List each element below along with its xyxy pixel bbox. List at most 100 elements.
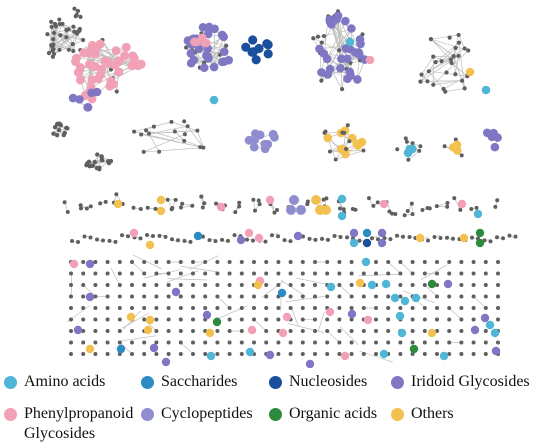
network-node xyxy=(166,317,171,322)
network-node xyxy=(361,329,366,333)
network-node xyxy=(145,315,155,325)
network-node xyxy=(313,283,317,287)
network-node xyxy=(69,294,73,299)
network-node xyxy=(319,78,324,83)
network-node xyxy=(178,283,183,287)
network-node xyxy=(386,329,391,333)
network-node xyxy=(471,352,476,356)
legend-item-iridoid-glycosides: Iridoid Glycosides xyxy=(391,372,530,392)
network-node xyxy=(129,228,139,238)
network-node xyxy=(337,194,347,204)
network-node xyxy=(374,340,378,345)
network-node xyxy=(254,43,264,54)
network-node xyxy=(483,329,488,333)
network-node xyxy=(403,136,408,141)
network-node xyxy=(447,340,452,345)
network-node xyxy=(121,42,131,52)
network-node xyxy=(92,159,98,165)
network-node xyxy=(398,294,403,299)
network-edge xyxy=(171,121,198,131)
network-node xyxy=(473,209,483,219)
network-node xyxy=(272,210,277,215)
network-node xyxy=(465,67,475,77)
network-node xyxy=(55,121,60,126)
network-node xyxy=(386,294,391,299)
legend-label: Organic acids xyxy=(289,405,378,422)
network-node xyxy=(142,260,147,264)
network-node xyxy=(251,55,261,65)
network-node xyxy=(130,340,134,345)
network-edge xyxy=(421,56,434,75)
network-node xyxy=(79,48,89,58)
network-node xyxy=(459,306,464,310)
network-node xyxy=(128,51,138,61)
network-node xyxy=(288,260,293,264)
network-node xyxy=(71,48,76,54)
network-node xyxy=(449,60,454,66)
network-node xyxy=(126,312,136,322)
network-node xyxy=(264,260,269,264)
network-node xyxy=(390,293,400,303)
network-node xyxy=(252,317,256,322)
network-node xyxy=(239,317,244,322)
network-node xyxy=(88,204,93,209)
network-node xyxy=(340,130,345,135)
network-node xyxy=(422,283,427,287)
network-node xyxy=(410,271,415,276)
network-node xyxy=(92,87,102,97)
network-node xyxy=(99,154,104,159)
network-node xyxy=(469,207,474,212)
network-node xyxy=(117,340,122,345)
network-node xyxy=(466,48,471,53)
network-node xyxy=(483,260,488,264)
network-node xyxy=(237,204,242,209)
network-node xyxy=(277,288,287,298)
network-node xyxy=(49,19,54,24)
network-node xyxy=(131,205,136,210)
network-node xyxy=(252,294,256,299)
network-node xyxy=(56,127,62,133)
network-node xyxy=(474,205,479,210)
network-node xyxy=(320,236,324,241)
network-node xyxy=(349,340,354,345)
network-node xyxy=(117,271,122,276)
network-node xyxy=(323,129,328,134)
network-node xyxy=(103,199,108,204)
network-edge xyxy=(132,254,162,270)
network-node xyxy=(305,359,315,368)
network-node xyxy=(276,340,281,345)
network-node xyxy=(145,205,150,210)
network-node xyxy=(130,271,134,276)
network-node xyxy=(470,235,474,240)
network-node xyxy=(154,329,159,333)
network-node xyxy=(105,352,110,356)
legend-item-saccharides: Saccharides xyxy=(141,372,237,392)
network-node xyxy=(431,54,436,59)
network-node xyxy=(166,352,171,356)
network-node xyxy=(143,325,153,335)
network-node xyxy=(81,317,86,322)
network-node xyxy=(51,51,57,57)
network-node xyxy=(93,352,98,356)
network-edge xyxy=(143,133,186,153)
network-node xyxy=(81,283,86,287)
network-node xyxy=(456,32,461,38)
network-node xyxy=(390,211,395,216)
network-edge xyxy=(80,52,91,81)
network-node xyxy=(276,306,281,310)
network-node xyxy=(349,294,354,299)
network-node xyxy=(57,17,62,22)
network-node xyxy=(51,131,56,136)
network-node xyxy=(288,306,293,310)
network-edge xyxy=(53,23,63,45)
network-node xyxy=(325,307,335,317)
network-node xyxy=(182,138,187,143)
network-node xyxy=(459,283,464,287)
network-node xyxy=(410,317,415,322)
network-edge xyxy=(68,33,78,50)
network-node xyxy=(337,54,346,64)
network-edge xyxy=(441,47,456,62)
network-node xyxy=(113,239,118,244)
network-node xyxy=(107,238,112,243)
network-node xyxy=(410,340,415,345)
